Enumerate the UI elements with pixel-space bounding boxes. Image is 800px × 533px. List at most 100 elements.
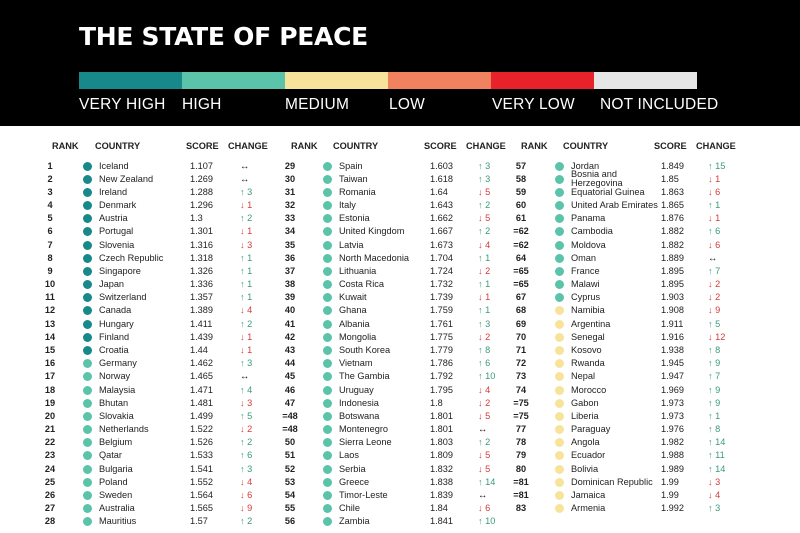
table-row: 64 Oman 1.889 ↔ xyxy=(0,252,800,265)
legend-swatch-medium xyxy=(285,72,388,89)
rank-cell: 39 xyxy=(284,292,296,303)
legend-swatch-not-included xyxy=(594,72,697,89)
score-cell: 1.3 xyxy=(190,213,203,224)
rank-cell: 16 xyxy=(44,358,56,369)
change-down-cell: ↓ 2 xyxy=(240,424,253,435)
rank-cell: 21 xyxy=(44,424,56,435)
column-header-rank: RANK xyxy=(52,141,79,151)
peace-level-dot xyxy=(323,306,332,316)
score-cell: 1.336 xyxy=(190,279,213,290)
rank-cell: 23 xyxy=(44,450,56,461)
change-up-cell: ↑ 7 xyxy=(708,371,721,382)
country-cell: Norway xyxy=(99,371,131,382)
score-cell: 1.99 xyxy=(661,476,679,487)
country-cell: Panama xyxy=(571,213,606,224)
table-row: 9 Singapore 1.326 ↑ 1 xyxy=(0,265,800,278)
country-cell: Denmark xyxy=(99,200,137,211)
rank-cell: 9 xyxy=(47,265,53,276)
change-up-cell: ↑ 8 xyxy=(708,424,721,435)
score-cell: 1.565 xyxy=(190,503,213,514)
legend-label: LOW xyxy=(389,96,425,113)
peace-level-dot xyxy=(83,464,92,474)
country-cell: Armenia xyxy=(571,503,606,514)
score-cell: 1.526 xyxy=(190,437,213,448)
country-cell: Botswana xyxy=(339,410,380,421)
score-cell: 1.724 xyxy=(430,265,453,276)
table-row: 25 Poland 1.552 ↓ 4 xyxy=(0,476,800,489)
score-cell: 1.801 xyxy=(430,424,453,435)
legend-swatch-very-high xyxy=(79,72,182,89)
score-cell: 1.761 xyxy=(430,318,453,329)
peace-level-dot xyxy=(323,332,332,342)
score-cell: 1.779 xyxy=(430,345,453,356)
score-cell: 1.462 xyxy=(190,358,213,369)
rank-cell: 70 xyxy=(515,331,527,342)
change-up-cell: ↑ 1 xyxy=(708,410,721,421)
rank-cell: 55 xyxy=(284,503,296,514)
country-cell: Romania xyxy=(339,186,376,197)
peace-level-dot xyxy=(555,240,564,250)
score-cell: 1.522 xyxy=(190,424,213,435)
change-up-cell: ↑ 10 xyxy=(478,516,496,527)
table-row: =65 France 1.895 ↑ 7 xyxy=(0,265,800,278)
country-cell: Latvia xyxy=(339,239,364,250)
table-row: 58 Bosnia and Herzegovina 1.85 ↓ 1 xyxy=(0,169,800,188)
rank-cell: 77 xyxy=(515,424,527,435)
change-down-cell: ↓ 5 xyxy=(478,450,491,461)
country-cell: United Kingdom xyxy=(339,226,405,237)
rank-cell: 56 xyxy=(284,516,296,527)
score-cell: 1.732 xyxy=(430,279,453,290)
country-cell: Qatar xyxy=(99,450,122,461)
peace-level-dot xyxy=(555,214,564,224)
peace-level-dot xyxy=(323,491,332,500)
score-cell: 1.865 xyxy=(661,200,684,211)
rank-cell: 80 xyxy=(515,463,527,474)
score-cell: 1.863 xyxy=(661,186,684,197)
score-cell: 1.541 xyxy=(190,463,213,474)
change-down-cell: ↓ 5 xyxy=(478,463,491,474)
score-cell: 1.801 xyxy=(430,410,453,421)
peace-level-dot xyxy=(323,293,332,303)
table-row: 51 Laos 1.809 ↓ 5 xyxy=(0,449,800,462)
rank-cell: 59 xyxy=(515,186,527,197)
peace-level-dot xyxy=(555,253,564,263)
peace-level-dot xyxy=(323,372,332,382)
score-cell: 1.775 xyxy=(430,331,453,342)
table-row: 37 Lithuania 1.724 ↓ 2 xyxy=(0,265,800,278)
peace-level-dot xyxy=(555,451,564,461)
peace-level-dot xyxy=(83,306,92,316)
country-cell: Belgium xyxy=(99,437,133,448)
peace-level-dot xyxy=(323,477,332,487)
change-up-cell: ↑ 1 xyxy=(240,265,253,276)
rank-cell: 51 xyxy=(284,450,296,461)
change-down-cell: ↓ 5 xyxy=(478,410,491,421)
peace-level-dot xyxy=(555,227,564,237)
score-cell: 1.85 xyxy=(661,173,679,184)
rank-cell: 67 xyxy=(515,292,527,303)
change-up-cell: ↑ 14 xyxy=(708,463,726,474)
country-cell: Timor-Leste xyxy=(339,490,388,500)
rank-cell: =81 xyxy=(513,490,529,500)
score-cell: 1.618 xyxy=(430,173,453,184)
score-cell: 1.882 xyxy=(661,239,684,250)
country-cell: Czech Republic xyxy=(99,252,164,263)
change-unchanged-cell: ↔ xyxy=(240,160,250,171)
table-row: 35 Latvia 1.673 ↓ 4 xyxy=(0,239,800,252)
peace-level-dot xyxy=(83,477,92,487)
peace-level-dot xyxy=(323,464,332,474)
score-cell: 1.982 xyxy=(661,437,684,448)
country-cell: Chile xyxy=(339,503,360,514)
rank-cell: =62 xyxy=(513,239,529,250)
country-cell: Taiwan xyxy=(339,173,368,184)
table-row: 26 Sweden 1.564 ↓ 6 xyxy=(0,489,800,502)
country-cell: Jordan xyxy=(571,160,600,171)
peace-level-dot xyxy=(555,359,564,369)
column-header-rank: RANK xyxy=(291,141,318,151)
country-cell: Malaysia xyxy=(99,384,136,395)
peace-level-dot xyxy=(323,266,332,276)
legend-label: VERY HIGH xyxy=(79,96,166,113)
change-down-cell: ↓ 5 xyxy=(478,213,491,224)
column-header-score: SCORE xyxy=(186,141,219,151)
change-down-cell: ↓ 1 xyxy=(240,345,253,356)
country-cell: Switzerland xyxy=(99,292,147,303)
